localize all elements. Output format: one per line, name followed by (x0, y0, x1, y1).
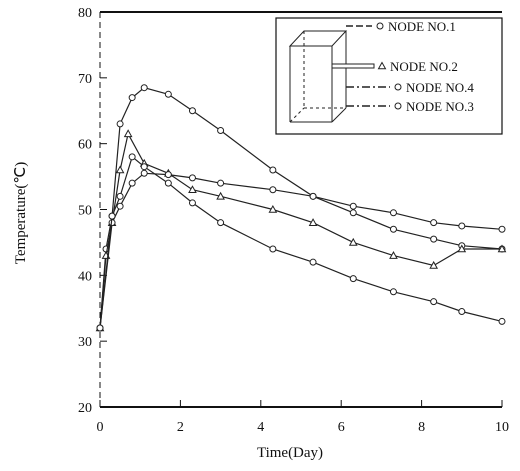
legend-item-1: NODE NO.1 (346, 19, 456, 34)
data-point (309, 258, 317, 266)
data-point (458, 222, 466, 230)
data-point (268, 204, 278, 213)
x-tick-label: 8 (418, 420, 425, 435)
legend: NODE NO.1 NODE NO.2 NODE NO.4 NODE NO.3 (275, 17, 503, 135)
data-point (217, 219, 225, 227)
data-point (349, 202, 357, 210)
series-group (95, 84, 507, 332)
data-point (348, 237, 358, 246)
legend-label: NODE NO.4 (406, 80, 474, 95)
data-point (188, 185, 197, 194)
data-point (188, 199, 196, 207)
data-point (128, 153, 136, 161)
legend-item-3: NODE NO.4 (346, 80, 474, 95)
x-axis-ticks: 0 2 4 6 8 10 (97, 400, 509, 435)
data-point (269, 245, 277, 253)
data-point (164, 171, 172, 179)
data-point (389, 209, 397, 217)
data-point (217, 179, 225, 187)
x-tick-label: 10 (495, 420, 509, 435)
x-tick-label: 4 (257, 420, 264, 435)
data-point (429, 260, 439, 269)
y-tick-label: 40 (78, 269, 92, 284)
legend-line (331, 63, 375, 69)
data-point (376, 22, 384, 30)
data-point (430, 298, 438, 306)
data-point (498, 225, 506, 233)
series-4 (96, 153, 506, 332)
data-point (269, 166, 277, 174)
legend-label: NODE NO.2 (390, 59, 458, 74)
x-tick-label: 6 (338, 420, 345, 435)
data-point (377, 61, 387, 70)
y-axis-label: Temperature(℃) (13, 162, 29, 264)
series-line (99, 155, 503, 329)
data-point (188, 107, 196, 115)
data-point (394, 83, 402, 91)
y-tick-label: 30 (78, 335, 92, 350)
x-tick-label: 2 (177, 420, 184, 435)
y-tick-label: 60 (78, 138, 92, 153)
data-point (269, 186, 277, 194)
series-line (99, 132, 502, 329)
data-point (309, 192, 317, 200)
data-point (217, 127, 225, 134)
y-tick-label: 80 (78, 6, 92, 21)
data-point (389, 288, 397, 296)
legend-item-4: NODE NO.3 (346, 99, 474, 114)
data-point (216, 191, 225, 200)
data-point (140, 163, 148, 171)
data-point (116, 120, 124, 128)
data-point (123, 129, 133, 138)
data-point (128, 94, 136, 102)
x-tick-label: 0 (97, 420, 104, 435)
data-point (389, 251, 398, 259)
data-point (115, 165, 125, 174)
legend-item-2: NODE NO.2 (331, 59, 458, 74)
data-point (349, 209, 357, 217)
data-point (308, 218, 318, 226)
data-point (394, 102, 402, 110)
legend-box (275, 17, 503, 135)
y-axis-ticks: 20 30 40 50 60 70 80 (78, 6, 107, 416)
data-point (140, 84, 148, 92)
data-point (497, 244, 507, 253)
y-tick-label: 50 (78, 204, 92, 219)
data-point (430, 219, 438, 227)
data-point (458, 308, 466, 316)
data-point (430, 235, 438, 243)
y-tick-label: 20 (78, 401, 92, 416)
data-point (164, 90, 172, 98)
data-point (108, 212, 116, 220)
data-point (349, 275, 357, 283)
data-point (457, 244, 467, 253)
data-point (140, 169, 148, 177)
data-point (96, 324, 104, 332)
data-point (116, 202, 124, 210)
data-point (128, 179, 136, 187)
series-2 (95, 129, 507, 332)
data-point (498, 317, 506, 325)
node-box-icon (288, 30, 348, 123)
series-3 (96, 169, 506, 332)
series-line (99, 87, 503, 329)
data-point (389, 225, 397, 233)
data-point (116, 192, 124, 200)
y-tick-label: 70 (78, 72, 92, 87)
data-point (188, 174, 196, 182)
data-point (164, 179, 172, 187)
legend-label: NODE NO.3 (406, 99, 474, 114)
legend-label: NODE NO.1 (388, 19, 456, 34)
x-axis-label: Time(Day) (257, 445, 323, 461)
